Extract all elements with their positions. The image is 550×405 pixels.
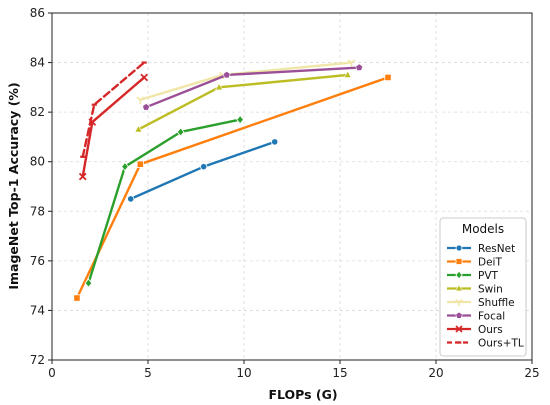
y-tick-label: 74 [30, 303, 45, 317]
y-tick-label: 78 [30, 204, 45, 218]
legend-swatch-marker [455, 284, 463, 292]
legend-swatch-marker [455, 325, 463, 333]
y-tick-label: 80 [30, 155, 45, 169]
data-point-pvt [176, 127, 185, 137]
series-line-ours-tl [81, 61, 146, 158]
legend-label: Ours+TL [478, 337, 524, 349]
data-point-deit [136, 160, 144, 168]
x-tick-label: 10 [236, 366, 251, 380]
plot-frame [51, 12, 533, 361]
x-axis-label: FLOPs (G) [268, 387, 337, 402]
data-point-resnet [271, 138, 279, 146]
data-point-shuffle [347, 59, 356, 67]
legend-label: Ours [478, 324, 503, 336]
data-point-ours [140, 73, 148, 82]
legend-label: Focal [478, 310, 505, 322]
series-pvt [84, 114, 245, 288]
data-point-resnet [127, 195, 135, 203]
legend-swatch-marker [455, 270, 463, 280]
data-point-swin [134, 125, 143, 133]
legend-swatch-marker [455, 244, 463, 252]
y-tick-label: 84 [30, 56, 45, 70]
series-ours-tl [80, 61, 147, 158]
legend-label: DeiT [478, 256, 502, 268]
legend-label: Shuffle [478, 297, 515, 309]
series-focal [142, 63, 364, 111]
y-axis-label: ImageNet Top-1 Accuracy (%) [6, 82, 21, 289]
series-line-pvt [87, 118, 242, 285]
series-resnet [127, 138, 279, 203]
data-point-deit [384, 73, 392, 82]
legend-box [439, 217, 527, 357]
legend-item-focal: Focal [447, 310, 505, 322]
data-point-deit [73, 294, 81, 302]
y-tick-label: 82 [30, 105, 45, 119]
data-point-focal [222, 70, 231, 79]
legend-swatch-marker [455, 311, 463, 319]
data-point-ours [78, 172, 87, 181]
legend-item-swin: Swin [447, 283, 503, 295]
legend-swatch-marker [455, 258, 463, 265]
legend-item-ours-tl: Ours+TL [447, 337, 524, 349]
x-tick-label: 25 [524, 366, 539, 380]
legend-item-pvt: PVT [447, 270, 499, 282]
x-tick-label: 20 [428, 366, 443, 380]
series-layer [73, 59, 392, 302]
x-tick-label: 0 [48, 366, 56, 380]
series-ours [78, 73, 148, 181]
data-point-swin [215, 82, 224, 91]
data-point-swin [343, 70, 352, 78]
data-point-pvt [84, 278, 93, 288]
x-tick-label: 15 [332, 366, 347, 380]
data-point-shuffle [136, 96, 145, 104]
legend-label: ResNet [478, 243, 515, 255]
series-swin [134, 70, 352, 133]
data-point-pvt [121, 162, 129, 172]
data-point-resnet [200, 163, 208, 171]
legend-label: Swin [478, 283, 503, 295]
legend-swatch-marker [455, 298, 463, 306]
legend-item-deit: DeiT [447, 256, 502, 268]
data-point-focal [142, 103, 150, 111]
y-tick-label: 76 [30, 254, 45, 268]
y-tick-label: 86 [30, 6, 45, 20]
data-point-focal [355, 63, 364, 71]
y-tick-label: 72 [30, 353, 45, 367]
legend-item-resnet: ResNet [447, 243, 515, 255]
data-point-pvt [236, 114, 245, 125]
legend-title: Models [462, 222, 504, 236]
ticks-layer: 0 5 10 15 20 25 72 74 76 78 80 82 84 86 [30, 6, 540, 380]
x-tick-label: 5 [144, 366, 152, 380]
legend-item-shuffle: Shuffle [447, 297, 515, 309]
axes-layer [51, 12, 533, 361]
legend-item-ours: Ours [447, 324, 503, 336]
legend-label: PVT [478, 270, 499, 282]
